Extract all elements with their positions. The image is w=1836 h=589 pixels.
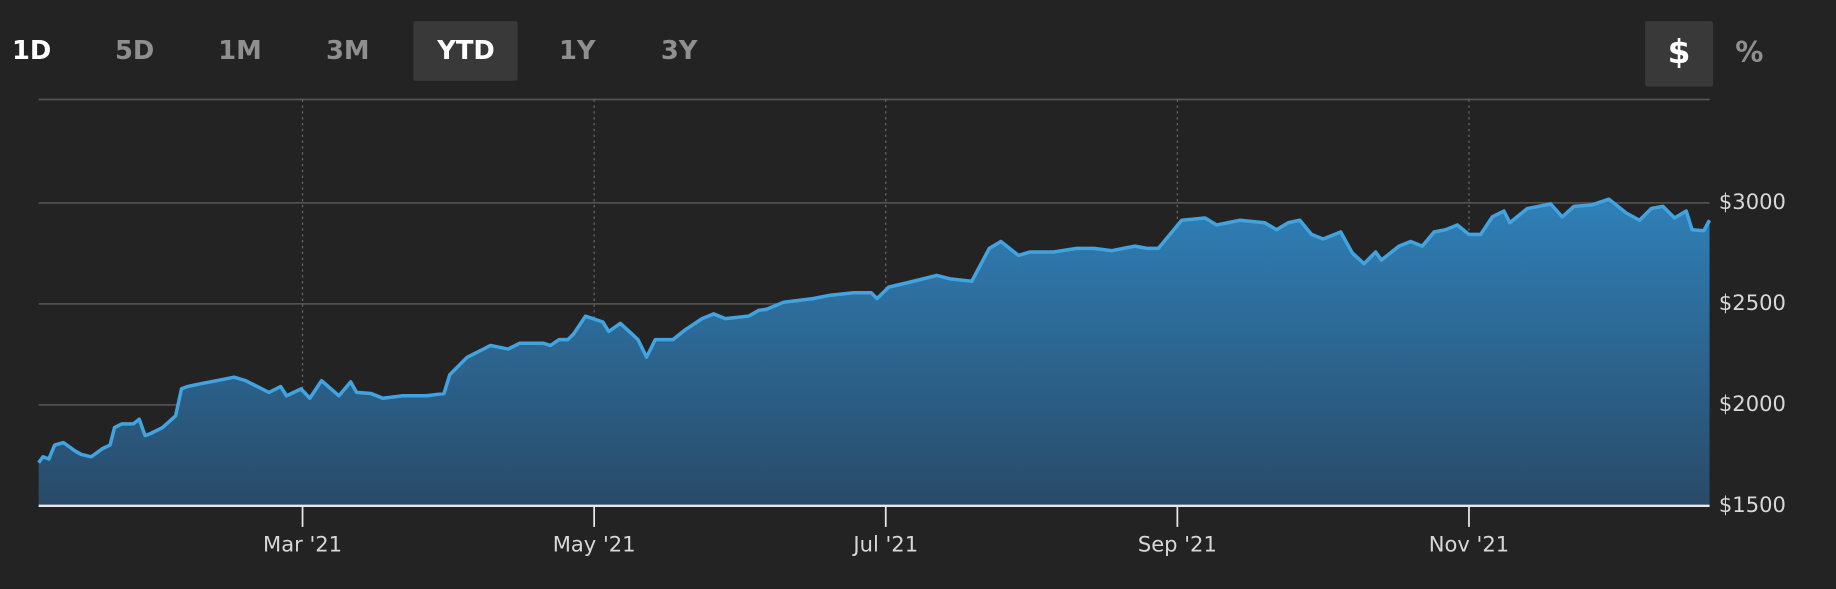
range-button[interactable]: 3Y — [661, 36, 698, 66]
y-tick-label: $3000 — [1719, 189, 1786, 214]
range-button[interactable]: 1M — [218, 36, 262, 66]
x-tick-label: Sep '21 — [1138, 532, 1217, 557]
y-tick-label: $1500 — [1719, 492, 1786, 517]
x-tick-label: May '21 — [553, 532, 636, 557]
unit-button[interactable]: $ — [1668, 33, 1691, 71]
range-button[interactable]: YTD — [436, 36, 495, 66]
x-tick-label: Jul '21 — [851, 532, 918, 557]
range-button[interactable]: 1Y — [559, 36, 596, 66]
range-button[interactable]: 3M — [326, 36, 370, 66]
range-button[interactable]: 1D — [12, 36, 51, 66]
x-tick-label: Mar '21 — [263, 532, 342, 557]
unit-button[interactable]: % — [1735, 36, 1763, 69]
y-tick-label: $2500 — [1719, 290, 1786, 315]
price-line — [37, 197, 1712, 464]
active-unit-box — [1645, 21, 1714, 87]
x-tick-label: Nov '21 — [1429, 532, 1509, 557]
area-fill — [38, 199, 1710, 506]
y-tick-label: $2000 — [1719, 391, 1786, 416]
active-range-box — [413, 21, 518, 81]
range-button[interactable]: 5D — [115, 36, 154, 66]
